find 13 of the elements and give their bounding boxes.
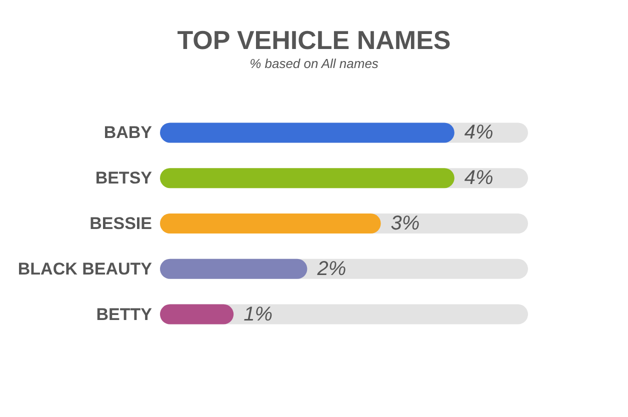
y-tick-label: BESSIE: [90, 214, 152, 233]
y-tick-label: BETSY: [95, 168, 153, 188]
y-tick-label: BABY: [104, 123, 153, 142]
chart-title: TOP VEHICLE NAMES: [177, 25, 451, 55]
data-label: 2%: [316, 258, 346, 280]
data-label: 3%: [390, 212, 420, 234]
data-label: 1%: [244, 303, 273, 326]
y-tick-label: BLACK BEAUTY: [18, 259, 153, 278]
chart-subtitle: % based on All names: [250, 56, 379, 71]
data-label: 4%: [464, 167, 494, 190]
y-tick-label: BETTY: [96, 304, 153, 324]
bar: [160, 304, 234, 324]
data-label: 4%: [464, 122, 494, 144]
